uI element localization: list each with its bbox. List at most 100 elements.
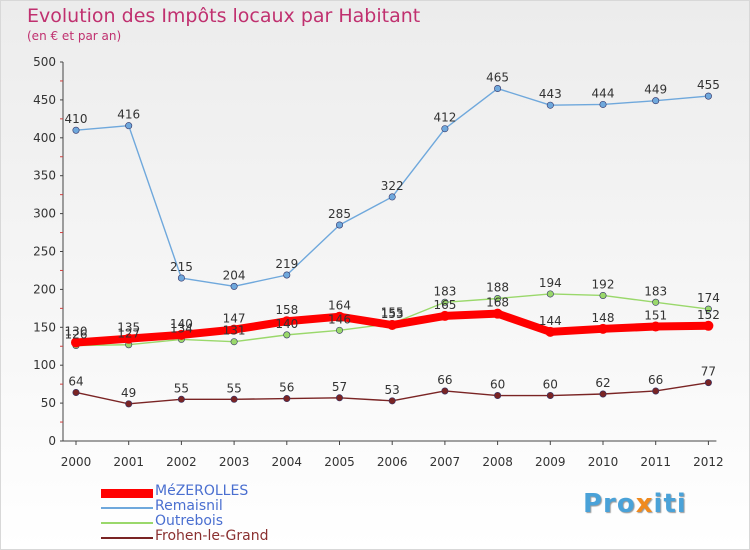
data-label: 164 <box>328 299 351 313</box>
chart-subtitle: (en € et par an) <box>27 29 122 43</box>
data-point <box>72 388 80 396</box>
data-label: 140 <box>170 317 193 331</box>
data-label: 60 <box>543 378 558 392</box>
y-tick-label: 300 <box>33 207 56 221</box>
legend-label: Remaisnil <box>155 498 223 514</box>
data-point <box>177 274 185 282</box>
data-point <box>599 390 607 398</box>
data-label: 55 <box>226 381 241 395</box>
data-label: 55 <box>174 381 189 395</box>
x-tick-label: 2005 <box>324 455 355 469</box>
data-label: 155 <box>381 306 404 320</box>
data-point <box>492 308 503 319</box>
data-point <box>439 310 450 321</box>
data-label: 153 <box>381 307 404 321</box>
data-label: 215 <box>170 260 193 274</box>
data-point <box>177 395 185 403</box>
data-label: 66 <box>437 373 452 387</box>
legend-swatch <box>101 507 153 509</box>
y-tick-label: 350 <box>33 169 56 183</box>
data-point <box>546 392 554 400</box>
data-label: 194 <box>539 276 562 290</box>
data-label: 168 <box>486 296 509 310</box>
data-point <box>335 394 343 402</box>
x-tick-label: 2009 <box>535 455 566 469</box>
data-point <box>176 329 187 340</box>
data-point <box>125 122 133 130</box>
y-tick-label: 0 <box>48 434 56 448</box>
data-label: 148 <box>592 311 615 325</box>
legend-swatch <box>101 488 153 498</box>
data-label: 135 <box>117 321 140 335</box>
data-point <box>652 97 660 105</box>
data-point <box>599 291 607 299</box>
data-label: 322 <box>381 179 404 193</box>
data-point <box>494 294 502 302</box>
data-label: 49 <box>121 386 136 400</box>
data-label: 146 <box>328 312 351 326</box>
data-label: 410 <box>65 112 88 126</box>
y-tick-label: 250 <box>33 245 56 259</box>
data-label: 449 <box>644 83 667 97</box>
data-point <box>230 282 238 290</box>
x-tick-label: 2008 <box>482 455 513 469</box>
data-label: 151 <box>644 309 667 323</box>
x-tick-label: 2012 <box>693 455 724 469</box>
data-point <box>545 326 556 337</box>
data-point <box>704 379 712 387</box>
data-label: 443 <box>539 87 562 101</box>
y-tick-label: 400 <box>33 131 56 145</box>
x-tick-label: 2002 <box>166 455 197 469</box>
data-label: 416 <box>117 108 140 122</box>
data-point <box>546 290 554 298</box>
y-tick-label: 450 <box>33 93 56 107</box>
data-point <box>229 324 240 335</box>
legend-swatch <box>101 522 153 524</box>
legend-label: Frohen-le-Grand <box>155 528 269 544</box>
data-label: 412 <box>433 111 456 125</box>
data-point <box>71 337 81 348</box>
proxiti-logo: Proxiti <box>583 489 687 519</box>
data-point <box>125 400 133 408</box>
data-point <box>123 333 134 344</box>
data-label: 66 <box>648 373 663 387</box>
data-point <box>494 85 502 93</box>
data-point <box>387 320 398 331</box>
legend-label: Outrebois <box>155 513 224 529</box>
data-point <box>441 298 449 306</box>
data-label: 130 <box>65 324 88 338</box>
data-label: 134 <box>170 321 193 335</box>
data-point <box>704 305 712 313</box>
data-point <box>441 125 449 133</box>
data-point <box>230 338 238 346</box>
x-tick-label: 2003 <box>219 455 250 469</box>
data-label: 64 <box>68 374 83 388</box>
data-label: 127 <box>117 327 140 341</box>
data-point <box>283 395 291 403</box>
data-label: 57 <box>332 380 347 394</box>
data-label: 204 <box>223 268 246 282</box>
data-label: 455 <box>697 78 720 92</box>
y-tick-label: 500 <box>33 55 56 69</box>
data-label: 465 <box>486 71 509 85</box>
data-label: 147 <box>223 312 246 326</box>
data-label: 152 <box>697 308 720 322</box>
data-label: 60 <box>490 378 505 392</box>
data-point <box>598 323 608 334</box>
data-label: 174 <box>697 291 720 305</box>
data-label: 62 <box>595 376 610 390</box>
data-point <box>230 395 238 403</box>
data-label: 158 <box>275 303 298 317</box>
data-point <box>334 311 345 322</box>
data-point <box>72 126 80 134</box>
data-label: 53 <box>385 383 400 397</box>
data-label: 126 <box>65 327 88 341</box>
data-label: 285 <box>328 207 351 221</box>
data-label: 77 <box>701 365 716 379</box>
data-point <box>335 221 343 229</box>
data-point <box>650 321 661 332</box>
data-label: 183 <box>433 284 456 298</box>
data-label: 444 <box>592 86 615 100</box>
data-point <box>283 271 291 279</box>
